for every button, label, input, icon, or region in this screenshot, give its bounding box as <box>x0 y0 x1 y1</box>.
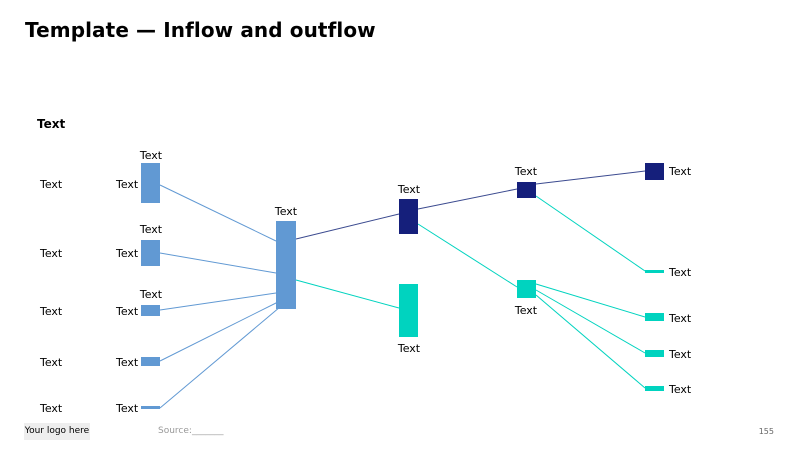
lower-end-label: Text <box>668 266 692 279</box>
upper-end-label: Text <box>668 165 692 178</box>
inflow-top-label: Text <box>139 288 163 301</box>
inflow-top-label: Text <box>139 149 163 162</box>
inflow-connector-5 <box>159 306 281 409</box>
lower-to-end-connector-3 <box>535 294 646 389</box>
inflow-connector-2 <box>159 252 277 274</box>
hub-to-lower-connector <box>295 279 400 309</box>
lower-to-end-connector-1 <box>535 283 646 318</box>
lower-end-bar-2 <box>645 313 664 321</box>
source-note: Source:_______ <box>158 426 224 436</box>
row-label: Text <box>39 356 63 369</box>
upper-branch-label: Text <box>397 183 421 196</box>
row-label: Text <box>39 178 63 191</box>
inflow-connector-1 <box>159 184 277 242</box>
row-labels: Text Text Text Text Text <box>39 178 63 415</box>
page-number: 155 <box>758 427 774 436</box>
inflow-label: Text <box>115 402 139 415</box>
upper-level2-bar <box>517 182 536 198</box>
inflow-top-labels: Text Text Text <box>139 149 163 301</box>
inflow-connector-4 <box>159 301 279 362</box>
lower-level2-bar <box>517 280 536 298</box>
lower-end-bar-4 <box>645 386 664 391</box>
logo-placeholder: Your logo here <box>24 423 90 440</box>
lower-branch-bar <box>399 284 418 337</box>
inflow-nodes <box>141 163 160 409</box>
hub-to-upper-connector <box>295 213 400 240</box>
hub-bar <box>276 221 296 309</box>
lower-end-label: Text <box>668 383 692 396</box>
inflow-bar-5 <box>141 406 160 409</box>
lower-branch-label: Text <box>397 342 421 355</box>
row-label: Text <box>39 247 63 260</box>
inflow-top-label: Text <box>139 223 163 236</box>
lower-end-label: Text <box>668 312 692 325</box>
inflow-label: Text <box>115 356 139 369</box>
inflow-bar-3 <box>141 305 160 316</box>
upper-end-bar <box>645 163 664 180</box>
upper-to-lower-level2-connector <box>417 223 518 288</box>
page-title: Template — Inflow and outflow <box>25 18 376 42</box>
inflow-label: Text <box>115 305 139 318</box>
lower-to-end-connector-2 <box>535 289 646 354</box>
row-label: Text <box>39 305 63 318</box>
end-labels: Text Text Text Text Text <box>668 165 692 396</box>
inflow-label: Text <box>115 247 139 260</box>
lower-end-label: Text <box>668 348 692 361</box>
level2-to-lower-end-connector <box>535 195 646 272</box>
inflow-labels: Text Text Text Text Text <box>115 178 139 415</box>
hub-label: Text <box>274 205 298 218</box>
lower-end-bar-1 <box>645 270 664 273</box>
upper-to-level2-connector <box>417 188 518 210</box>
inflow-bar-2 <box>141 240 160 266</box>
lower-level2-label: Text <box>514 304 538 317</box>
upper-branch-bar <box>399 199 418 234</box>
section-label: Text <box>37 117 66 131</box>
upper-level2-label: Text <box>514 165 538 178</box>
connector-lines <box>159 170 646 409</box>
inflow-connector-3 <box>159 292 277 311</box>
lower-end-bar-3 <box>645 350 664 357</box>
row-label: Text <box>39 402 63 415</box>
level2-to-end-connector <box>535 170 646 185</box>
inflow-label: Text <box>115 178 139 191</box>
inflow-bar-1 <box>141 163 160 203</box>
inflow-bar-4 <box>141 357 160 366</box>
